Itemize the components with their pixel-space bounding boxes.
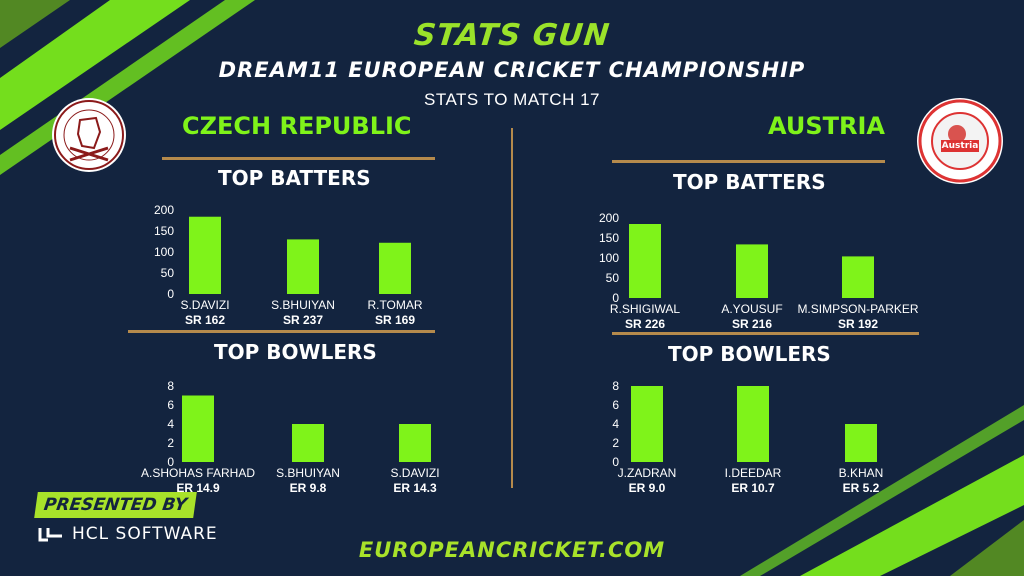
x-category-label: J.ZADRAN [618, 466, 677, 480]
x-category-label: I.DEEDAR [725, 466, 782, 480]
crest-icon [54, 100, 124, 170]
bar-r-tomar [379, 242, 411, 294]
team-name-left: CZECH REPUBLIC [182, 112, 412, 140]
x-category-label: S.BHUIYAN [276, 466, 340, 480]
website-link[interactable]: EUROPEANCRICKET.COM [358, 538, 666, 562]
y-tick-label: 100 [154, 245, 174, 259]
presented-by-badge: PRESENTED BY [34, 492, 197, 518]
x-sub-label: ER 9.0 [629, 481, 666, 495]
x-category-label: S.DAVIZI [180, 298, 229, 312]
team-name-right: AUSTRIA [768, 112, 885, 140]
y-tick-label: 6 [612, 398, 619, 412]
czech-cricket-association-crest [52, 98, 126, 172]
y-tick-label: 200 [154, 203, 174, 217]
divider-left-top [162, 157, 435, 160]
y-tick-label: 0 [167, 455, 174, 469]
y-tick-label: 2 [167, 436, 174, 450]
bar-s-bhuiyan [287, 239, 319, 294]
bar-b-khan [845, 424, 877, 462]
y-tick-label: 50 [606, 271, 620, 285]
y-tick-label: 100 [599, 251, 619, 265]
y-tick-label: 0 [167, 287, 174, 301]
hcl-logo-icon [38, 528, 62, 542]
y-tick-label: 4 [612, 417, 619, 431]
bar-i-deedar [737, 386, 769, 462]
bar-s-bhuiyan [292, 424, 324, 462]
divider-left-mid [128, 330, 435, 333]
bar-r-shigiwal [629, 224, 661, 298]
x-sub-label: SR 192 [838, 317, 878, 330]
section-title-right-batters: TOP BATTERS [673, 170, 826, 194]
bar-a-shohas-farhad [182, 395, 214, 462]
x-sub-label: ER 14.3 [393, 481, 437, 495]
match-note: STATS TO MATCH 17 [423, 90, 600, 109]
bar-j-zadran [631, 386, 663, 462]
x-category-label: S.BHUIYAN [271, 298, 335, 312]
x-sub-label: ER 10.7 [731, 481, 775, 495]
x-category-label: B.KHAN [839, 466, 884, 480]
center-divider [511, 128, 513, 488]
x-sub-label: SR 169 [375, 313, 415, 327]
x-category-label: M.SIMPSON-PARKER [797, 302, 918, 316]
divider-right-top [612, 160, 885, 163]
x-category-label: S.DAVIZI [390, 466, 439, 480]
sponsor-logo: HCL SOFTWARE [38, 524, 218, 544]
y-tick-label: 150 [154, 224, 174, 238]
y-tick-label: 150 [599, 231, 619, 245]
y-tick-label: 8 [612, 379, 619, 393]
x-category-label: A.SHOHAS FARHAD [141, 466, 255, 480]
y-tick-label: 6 [167, 398, 174, 412]
bar-s-davizi [399, 424, 431, 462]
x-sub-label: ER 14.9 [176, 481, 220, 495]
x-category-label: R.SHIGIWAL [610, 302, 681, 316]
y-tick-label: 50 [161, 266, 175, 280]
sponsor-name: HCL SOFTWARE [72, 524, 218, 544]
x-sub-label: SR 237 [283, 313, 323, 327]
x-sub-label: SR 216 [732, 317, 772, 330]
austria-cricket-association-crest: Austria [917, 98, 1003, 184]
y-tick-label: 2 [612, 436, 619, 450]
x-sub-label: ER 9.8 [290, 481, 327, 495]
bar-s-davizi [189, 216, 221, 294]
brand-title: STATS GUN [412, 18, 612, 53]
y-tick-label: 8 [167, 379, 174, 393]
x-category-label: R.TOMAR [367, 298, 422, 312]
x-sub-label: ER 5.2 [843, 481, 880, 495]
section-title-left-bowlers: TOP BOWLERS [214, 340, 377, 364]
championship-title: DREAM11 EUROPEAN CRICKET CHAMPIONSHIP [218, 58, 806, 82]
y-tick-label: 200 [599, 211, 619, 225]
x-sub-label: SR 226 [625, 317, 665, 330]
x-sub-label: SR 162 [185, 313, 225, 327]
bar-a-yousuf [736, 244, 768, 298]
divider-right-mid [612, 332, 919, 335]
y-tick-label: 0 [612, 455, 619, 469]
y-tick-label: 4 [167, 417, 174, 431]
y-tick-label: 0 [612, 291, 619, 305]
crest-icon [918, 99, 1002, 183]
austria-crest-text: Austria [941, 141, 979, 151]
bar-m-simpson-parker [842, 256, 874, 298]
x-category-label: A.YOUSUF [721, 302, 782, 316]
section-title-left-batters: TOP BATTERS [218, 166, 371, 190]
section-title-right-bowlers: TOP BOWLERS [668, 342, 831, 366]
